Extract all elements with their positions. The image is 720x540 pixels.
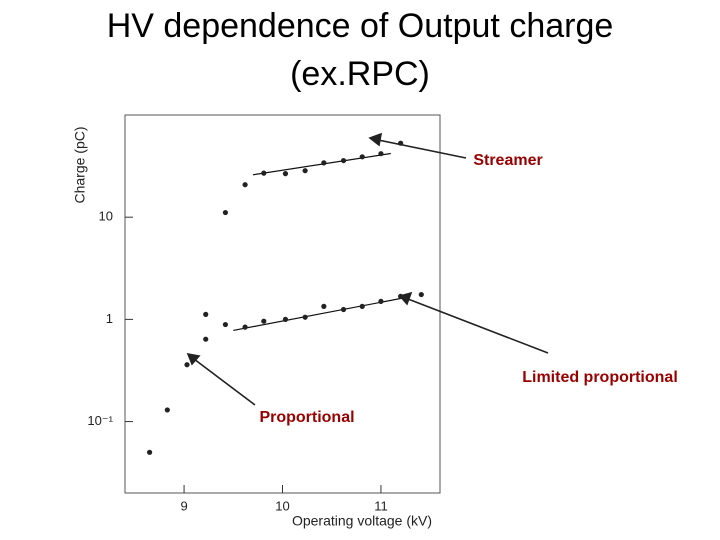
annotation: Streamer — [473, 152, 542, 169]
data-point — [418, 291, 424, 298]
arrow-head — [186, 352, 201, 366]
annotation-arrows — [186, 132, 549, 406]
arrow — [407, 298, 549, 354]
data-point — [340, 157, 347, 164]
data-point — [340, 306, 347, 313]
y-tick-label: 1 — [106, 311, 113, 326]
y-tick-label: 10⁻¹ — [87, 413, 113, 428]
arrow — [193, 358, 256, 406]
data-point — [261, 318, 267, 324]
data-point — [321, 303, 327, 309]
data-point — [184, 362, 190, 368]
data-point — [398, 293, 404, 299]
x-tick-label: 9 — [180, 498, 187, 513]
data-point — [359, 154, 365, 160]
x-tick-label: 10 — [275, 498, 289, 513]
plot-frame — [124, 114, 441, 494]
arrow-head — [368, 132, 383, 147]
fit-line — [233, 297, 401, 331]
data-point — [164, 407, 170, 413]
annotation: Proportional — [259, 409, 354, 426]
data-point — [147, 449, 153, 455]
data-point — [203, 311, 209, 317]
data-point — [282, 171, 289, 177]
data-point — [261, 170, 267, 176]
data-point — [321, 160, 327, 166]
data-point — [222, 209, 229, 216]
arrow — [377, 139, 467, 159]
annotation: Limited proportional — [522, 369, 678, 386]
data-point — [359, 303, 365, 309]
data-point — [302, 314, 308, 320]
data-point — [242, 182, 248, 188]
data-point — [302, 168, 308, 174]
x-axis-label: Operating voltage (kV) — [292, 513, 432, 529]
chart-title: HV dependence of Output charge — [107, 7, 614, 45]
data-point — [222, 321, 229, 328]
data-point — [282, 316, 289, 322]
data-point — [203, 336, 209, 342]
data-point — [378, 298, 384, 304]
data-point — [378, 151, 384, 157]
y-tick-label: 10 — [99, 209, 113, 224]
data-point — [242, 324, 248, 330]
data-point — [398, 140, 404, 146]
x-tick-label: 11 — [374, 498, 388, 513]
chart-title: (ex.RPC) — [290, 55, 430, 93]
y-axis-label: Charge (pC) — [72, 126, 88, 203]
